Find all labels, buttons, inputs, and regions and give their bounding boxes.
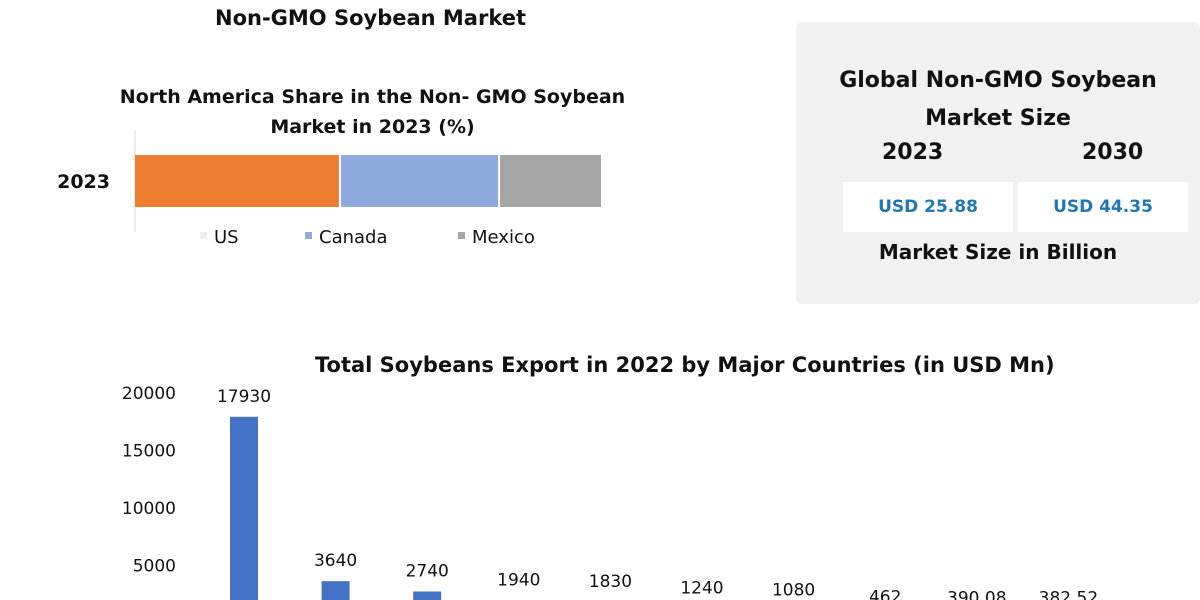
value-2023: USD 25.88 — [843, 182, 1013, 232]
y-tick-label: 5000 — [133, 557, 176, 577]
stacked-segment-us — [135, 155, 339, 207]
export-bar-value-label: 3640 — [314, 551, 357, 571]
value-2030: USD 44.35 — [1018, 182, 1188, 232]
export-bar — [230, 416, 258, 600]
legend-swatch-mexico — [458, 232, 465, 239]
market-size-card: Global Non-GMO Soybean Market Size 2023 … — [796, 22, 1200, 304]
legend-label-us: US — [214, 227, 239, 248]
export-bar — [321, 581, 350, 600]
stacked-segment-mexico — [500, 155, 601, 207]
legend-swatch-canada — [305, 232, 312, 239]
export-bar-value-label: 390.08 — [947, 589, 1006, 600]
export-bar — [413, 591, 442, 600]
export-bar-value-label: 17930 — [217, 387, 271, 407]
market-size-card-title-line1: Global Non-GMO Soybean — [839, 68, 1157, 93]
export-bar-value-label: 1080 — [772, 581, 815, 600]
export-bar-value-label: 382.52 — [1039, 589, 1098, 600]
export-chart-title: Total Soybeans Export in 2022 by Major C… — [315, 353, 1055, 377]
y-tick-label: 15000 — [122, 442, 176, 462]
market-size-card-title-line2: Market Size — [925, 106, 1071, 131]
legend-label-canada: Canada — [319, 227, 388, 248]
export-bar-chart: 20000 15000 10000 5000 17930 3640 2740 1940 1830… — [122, 384, 1098, 600]
legend-swatch-us — [200, 232, 207, 239]
stacked-segment-canada — [340, 155, 499, 207]
stacked-category-label: 2023 — [57, 171, 110, 193]
y-tick-label: 10000 — [122, 499, 176, 519]
year-2030-label: 2030 — [1082, 140, 1144, 165]
stacked-chart-title: North America Share in the Non- GMO Soyb… — [110, 82, 635, 142]
export-bar-value-label: 1240 — [680, 579, 723, 599]
market-size-unit-note: Market Size in Billion — [878, 240, 1118, 264]
market-size-card-title: Global Non-GMO Soybean Market Size — [796, 62, 1200, 138]
stacked-chart-title-line1: North America Share in the Non- GMO Soyb… — [119, 86, 626, 108]
year-2023-label: 2023 — [882, 140, 944, 165]
export-bar-value-label: 462 — [869, 588, 901, 600]
y-tick-label: 20000 — [122, 384, 176, 404]
export-bar-value-label: 2740 — [406, 561, 449, 581]
page-title: Non-GMO Soybean Market — [215, 6, 527, 30]
stacked-chart-title-line2: Market in 2023 (%) — [270, 116, 475, 138]
legend-label-mexico: Mexico — [472, 227, 535, 248]
export-bar-value-label: 1830 — [589, 572, 632, 592]
export-bar-value-label: 1940 — [497, 571, 540, 591]
stacked-bar-chart: 2023 US Canada Mexico — [57, 130, 601, 248]
